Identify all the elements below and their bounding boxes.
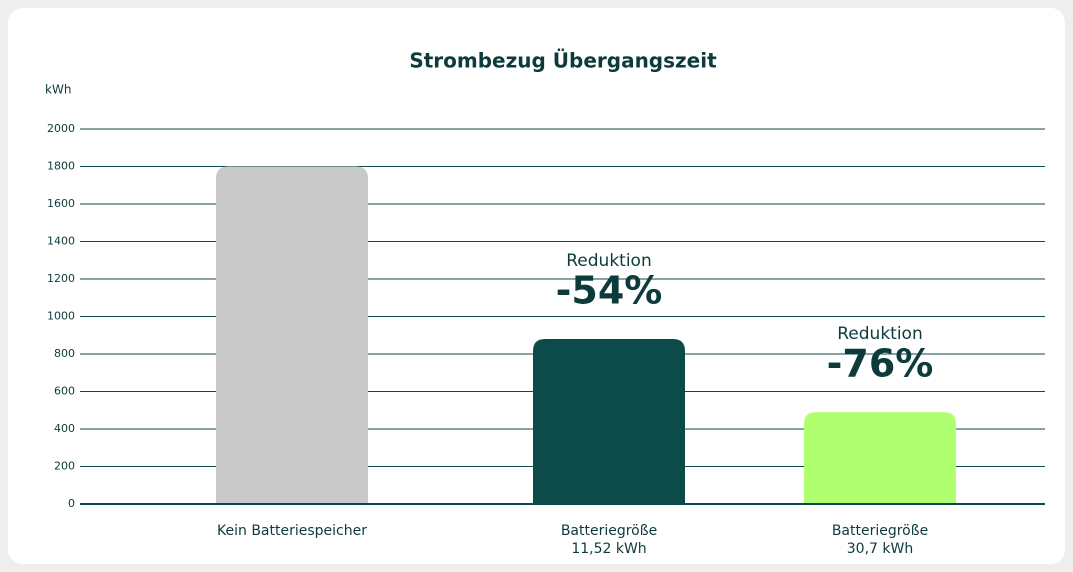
- y-axis-label: kWh: [45, 83, 71, 97]
- annotation-value: -76%: [827, 342, 934, 386]
- chart-title: Strombezug Übergangszeit: [409, 49, 717, 73]
- y-tick-label: 1400: [47, 235, 75, 248]
- y-tick-label: 400: [54, 422, 75, 435]
- annotation-label: Reduktion: [837, 324, 922, 344]
- y-tick-label: 1000: [47, 310, 75, 323]
- bar: [804, 412, 956, 504]
- annotation-value: -54%: [556, 269, 663, 313]
- annotation-label: Reduktion: [566, 251, 651, 271]
- y-tick-label: 800: [54, 347, 75, 360]
- x-tick-label: Kein Batteriespeicher: [217, 523, 367, 539]
- y-tick-label: 600: [54, 385, 75, 398]
- y-tick-label: 2000: [47, 122, 75, 135]
- y-tick-label: 0: [68, 497, 75, 510]
- bar: [533, 339, 685, 504]
- y-tick-label: 1200: [47, 272, 75, 285]
- y-tick-label: 1800: [47, 160, 75, 173]
- x-tick-label: Batteriegröße 11,52 kWh: [560, 523, 658, 557]
- y-tick-label: 200: [54, 460, 75, 473]
- bar: [216, 166, 368, 504]
- x-tick-label: Batteriegröße 30,7 kWh: [831, 523, 929, 557]
- y-tick-label: 1600: [47, 197, 75, 210]
